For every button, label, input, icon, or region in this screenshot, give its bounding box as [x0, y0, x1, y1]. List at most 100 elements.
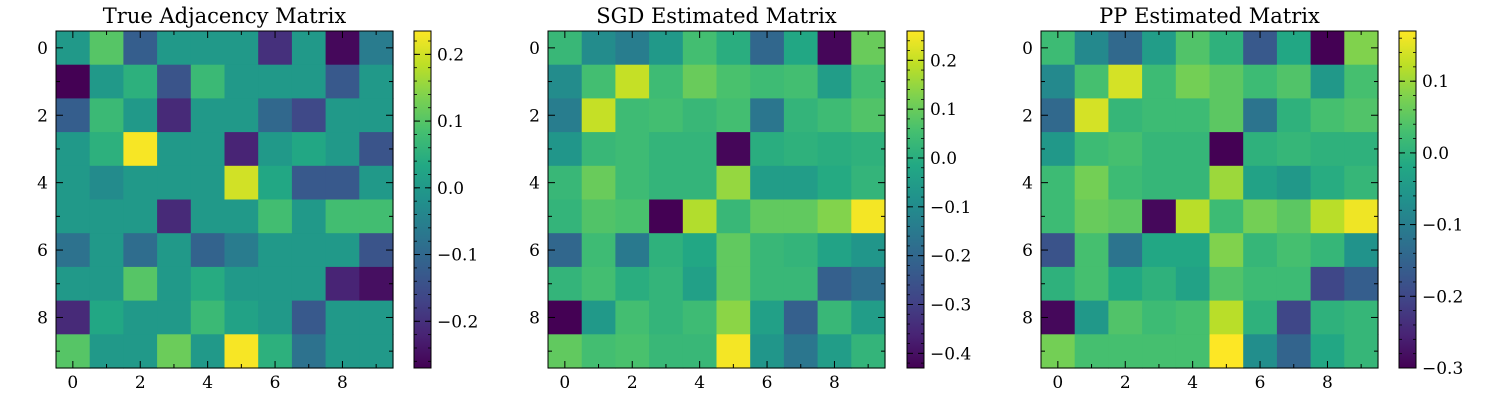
- heatmap-cell: [190, 165, 226, 201]
- heatmap-cell: [190, 98, 226, 133]
- heatmap-cell: [581, 233, 616, 268]
- heatmap-cell: [224, 199, 259, 234]
- heatmap-cell: [716, 165, 751, 201]
- colorbar-tick-label: 0.2: [437, 45, 464, 65]
- x-tick-label: 2: [1120, 373, 1131, 393]
- heatmap-cell: [615, 165, 650, 201]
- heatmap-cell: [1142, 64, 1177, 99]
- heatmap-cell: [682, 300, 718, 335]
- heatmap-cell: [1209, 31, 1244, 66]
- heatmap-cell: [123, 64, 158, 99]
- heatmap-cell: [1310, 266, 1345, 302]
- y-tick-label: 2: [37, 106, 48, 126]
- chart-title: PP Estimated Matrix: [1099, 4, 1320, 28]
- heatmap-cell: [190, 64, 226, 99]
- colorbar-tick-label: 0.1: [437, 112, 464, 132]
- heatmap-cell: [1209, 266, 1244, 302]
- heatmap-cell: [1108, 266, 1143, 302]
- heatmap-cell: [649, 199, 684, 234]
- heatmap-cell: [89, 64, 124, 99]
- heatmap-cell: [1310, 98, 1345, 133]
- heatmap-cell: [649, 98, 684, 133]
- heatmap-cell: [1074, 31, 1109, 66]
- heatmap-cell: [1108, 98, 1143, 133]
- heatmap-cell: [258, 300, 293, 335]
- x-tick-label: 4: [694, 373, 705, 393]
- heatmap-cell: [1310, 165, 1345, 201]
- heatmap-cell: [1142, 31, 1177, 66]
- heatmap-cell: [1175, 64, 1211, 99]
- heatmap-cell: [615, 300, 650, 335]
- heatmap-cell: [291, 165, 327, 201]
- heatmap-cell: [224, 334, 259, 369]
- heatmap-cell: [325, 165, 360, 201]
- heatmap-cell: [581, 300, 616, 335]
- heatmap-cell: [615, 132, 650, 167]
- heatmap-cell: [750, 199, 785, 234]
- heatmap-cell: [1310, 300, 1345, 335]
- heatmap-cell: [89, 132, 124, 167]
- heatmap-cell: [1074, 98, 1109, 133]
- heatmap-cell: [581, 64, 616, 99]
- heatmap-cell: [615, 199, 650, 234]
- heatmap-cell: [682, 233, 718, 268]
- heatmap-cell: [716, 300, 751, 335]
- heatmap-cell: [783, 233, 819, 268]
- colorbar-tick-label: 0.0: [930, 149, 957, 169]
- heatmap-cell: [190, 132, 226, 167]
- heatmap-cell: [157, 31, 192, 66]
- heatmap-cell: [851, 266, 886, 302]
- heatmap-cell: [291, 64, 327, 99]
- heatmap-cell: [581, 266, 616, 302]
- chart-title: True Adjacency Matrix: [103, 4, 347, 28]
- heatmap-cell: [291, 233, 327, 268]
- colorbar: [413, 30, 432, 369]
- heatmap-cell: [291, 98, 327, 133]
- heatmap-cell: [1074, 132, 1109, 167]
- heatmap-cell: [1209, 334, 1244, 369]
- heatmap-cell: [291, 266, 327, 302]
- heatmap-cell: [1276, 233, 1312, 268]
- heatmap-cell: [157, 199, 192, 234]
- x-tick-label: 2: [627, 373, 638, 393]
- heatmap-cell: [157, 64, 192, 99]
- heatmap-cell: [56, 132, 91, 167]
- colorbar-tick-label: 0.2: [930, 51, 957, 71]
- heatmap-cell: [224, 31, 259, 66]
- heatmap-cell: [1344, 334, 1379, 369]
- heatmap-cell: [1108, 132, 1143, 167]
- colorbar-tick-label: −0.3: [930, 296, 971, 316]
- heatmap-cell: [258, 132, 293, 167]
- x-tick-label: 8: [829, 373, 840, 393]
- heatmap-cell: [649, 64, 684, 99]
- heatmap-cell: [1276, 64, 1312, 99]
- colorbar-tick-label: 0.0: [437, 179, 464, 199]
- y-tick-label: 6: [1022, 241, 1033, 261]
- heatmap-cell: [359, 64, 394, 99]
- y-tick-label: 8: [1022, 308, 1033, 328]
- heatmap-cell: [359, 334, 394, 369]
- x-tick-label: 4: [1187, 373, 1198, 393]
- x-tick-label: 0: [559, 373, 570, 393]
- heatmap-cell: [1276, 132, 1312, 167]
- heatmap-cell: [783, 199, 819, 234]
- heatmap-cell: [1209, 64, 1244, 99]
- heatmap-cell: [1175, 132, 1211, 167]
- heatmap-cell: [581, 98, 616, 133]
- heatmap-cell: [1243, 64, 1278, 99]
- heatmap-cell: [1041, 266, 1076, 302]
- heatmap-cell: [783, 31, 819, 66]
- heatmap-cell: [1142, 300, 1177, 335]
- y-tick-label: 4: [1022, 174, 1033, 194]
- heatmap-cell: [291, 31, 327, 66]
- heatmap-cell: [1074, 165, 1109, 201]
- heatmap-cell: [1310, 199, 1345, 234]
- heatmap-cell: [750, 64, 785, 99]
- heatmap-cell: [716, 31, 751, 66]
- heatmap-cell: [548, 266, 583, 302]
- heatmap-cell: [325, 266, 360, 302]
- heatmap-cell: [1142, 199, 1177, 234]
- heatmap-cell: [1209, 233, 1244, 268]
- heatmap-cell: [56, 266, 91, 302]
- colorbar-tick-label: −0.1: [437, 246, 478, 266]
